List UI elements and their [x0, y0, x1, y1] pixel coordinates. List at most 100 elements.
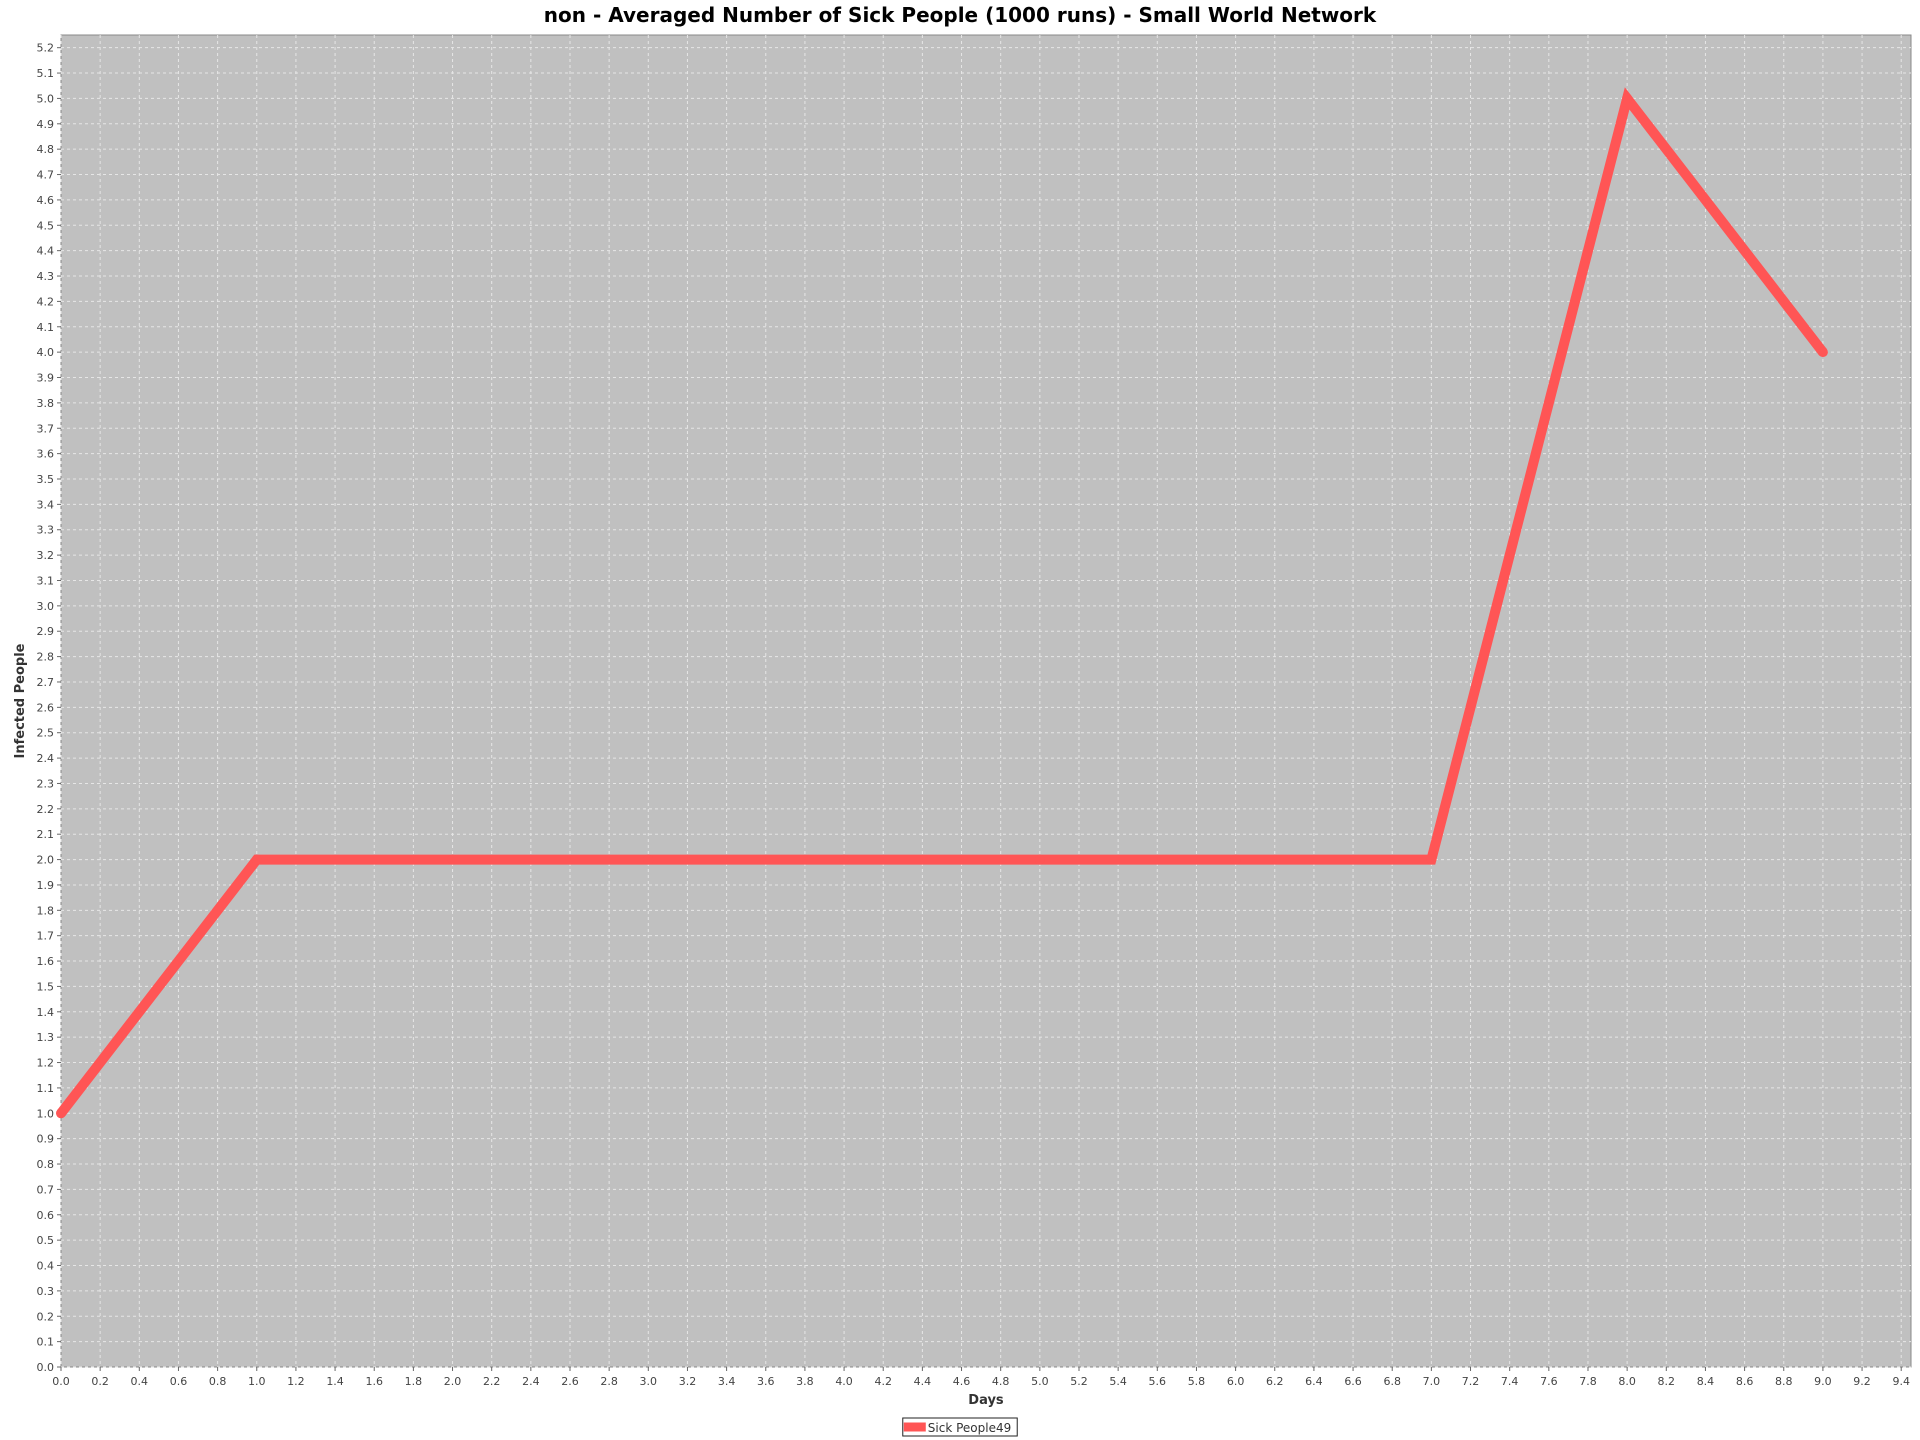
series-layer — [56, 87, 1828, 1119]
y-tick-label: 5.1 — [37, 67, 55, 80]
x-tick-label: 0.6 — [170, 1375, 188, 1388]
x-tick-label: 1.8 — [405, 1375, 423, 1388]
x-axis-label: Days — [968, 1393, 1004, 1408]
x-tick-label: 5.6 — [1149, 1375, 1167, 1388]
y-tick-label: 3.2 — [37, 549, 55, 562]
legend-swatch — [903, 1422, 926, 1432]
x-tick-label: 5.2 — [1070, 1375, 1088, 1388]
data-point — [251, 854, 262, 865]
data-point — [1622, 93, 1633, 104]
x-tick-label: 3.0 — [640, 1375, 658, 1388]
y-tick-label: 3.6 — [37, 448, 55, 461]
x-tick-label: 7.0 — [1423, 1375, 1441, 1388]
x-tick-label: 2.2 — [483, 1375, 501, 1388]
x-tick-label: 7.2 — [1462, 1375, 1480, 1388]
x-tick-label: 3.2 — [679, 1375, 697, 1388]
x-tick-label: 9.4 — [1892, 1375, 1910, 1388]
x-tick-label: 6.6 — [1344, 1375, 1362, 1388]
x-tick-label: 6.4 — [1305, 1375, 1323, 1388]
y-tick-label: 1.5 — [37, 980, 55, 993]
x-tick-label: 3.6 — [757, 1375, 775, 1388]
x-tick-label: 7.4 — [1501, 1375, 1519, 1388]
x-tick-label: 5.8 — [1188, 1375, 1206, 1388]
y-tick-label: 2.0 — [37, 854, 55, 867]
x-tick-label: 1.6 — [365, 1375, 383, 1388]
y-tick-label: 4.5 — [37, 219, 55, 232]
y-tick-label: 2.5 — [37, 727, 55, 740]
x-tick-label: 7.8 — [1579, 1375, 1597, 1388]
data-point — [1034, 854, 1045, 865]
data-point — [56, 1108, 66, 1119]
y-tick-label: 0.7 — [37, 1183, 55, 1196]
x-tick-label: 8.8 — [1775, 1375, 1793, 1388]
y-tick-label: 3.3 — [37, 524, 55, 537]
y-tick-label: 1.6 — [37, 955, 55, 968]
data-point — [643, 854, 654, 865]
x-tick-label: 2.6 — [561, 1375, 579, 1388]
x-tick-label: 0.4 — [131, 1375, 149, 1388]
x-tick-label: 5.0 — [1031, 1375, 1049, 1388]
y-tick-label: 5.2 — [37, 42, 55, 55]
y-tick-label: 1.0 — [37, 1107, 55, 1120]
x-tick-label: 3.4 — [718, 1375, 736, 1388]
x-tick-label: 1.0 — [248, 1375, 266, 1388]
data-point — [447, 854, 458, 865]
x-tick-label: 6.0 — [1227, 1375, 1245, 1388]
series-line-0 — [57, 87, 1827, 1117]
y-tick-label: 3.0 — [37, 600, 55, 613]
y-tick-label: 1.1 — [37, 1082, 55, 1095]
y-axis-label: Infected People — [13, 643, 28, 758]
y-tick-label: 1.9 — [37, 879, 55, 892]
x-tick-label: 7.6 — [1540, 1375, 1558, 1388]
y-tick-label: 2.9 — [37, 625, 55, 638]
y-tick-label: 0.0 — [37, 1361, 55, 1374]
y-tick-label: 3.1 — [37, 574, 55, 587]
x-tick-label: 2.8 — [600, 1375, 618, 1388]
legend: Sick People49 — [902, 1417, 1018, 1437]
y-tick-label: 4.8 — [37, 143, 55, 156]
y-tick-label: 0.2 — [37, 1310, 55, 1323]
y-tick-label: 0.1 — [37, 1336, 55, 1349]
x-tick-label: 8.0 — [1618, 1375, 1636, 1388]
x-tick-label: 0.2 — [91, 1375, 109, 1388]
y-tick-label: 2.6 — [37, 701, 55, 714]
y-tick-label: 5.0 — [37, 92, 55, 105]
x-tick-label: 4.0 — [835, 1375, 853, 1388]
y-tick-label: 4.9 — [37, 118, 55, 131]
x-tick-label: 1.2 — [287, 1375, 305, 1388]
y-tick-label: 1.4 — [37, 1006, 55, 1019]
y-tick-label: 3.8 — [37, 397, 55, 410]
data-point — [1817, 347, 1828, 358]
y-tick-label: 3.7 — [37, 422, 55, 435]
data-point — [1230, 854, 1241, 865]
y-tick-label: 2.4 — [37, 752, 55, 765]
x-tick-label: 1.4 — [326, 1375, 344, 1388]
x-tick-label: 2.4 — [522, 1375, 540, 1388]
x-tick-label: 4.6 — [953, 1375, 971, 1388]
y-tick-label: 2.8 — [37, 651, 55, 664]
grid — [60, 35, 1911, 1368]
x-tick-label: 9.0 — [1814, 1375, 1832, 1388]
y-tick-label: 2.7 — [37, 676, 55, 689]
x-tick-label: 4.2 — [874, 1375, 892, 1388]
y-tick-label: 2.1 — [37, 828, 55, 841]
x-tick-label: 8.2 — [1658, 1375, 1676, 1388]
y-tick-label: 0.5 — [37, 1234, 55, 1247]
y-tick-label: 3.4 — [37, 498, 55, 511]
data-point — [1426, 854, 1437, 865]
y-tick-label: 4.6 — [37, 194, 55, 207]
y-tick-label: 1.3 — [37, 1031, 55, 1044]
x-tick-label: 0.8 — [209, 1375, 227, 1388]
x-tick-label: 8.6 — [1736, 1375, 1754, 1388]
y-tick-label: 3.5 — [37, 473, 55, 486]
x-tick-label: 6.2 — [1266, 1375, 1284, 1388]
x-tick-label: 4.8 — [992, 1375, 1010, 1388]
y-tick-label: 4.3 — [37, 270, 55, 283]
x-tick-label: 5.4 — [1109, 1375, 1127, 1388]
y-tick-label: 1.2 — [37, 1057, 55, 1070]
y-tick-label: 3.9 — [37, 372, 55, 385]
x-tick-label: 9.2 — [1853, 1375, 1871, 1388]
y-tick-label: 4.2 — [37, 295, 55, 308]
y-tick-label: 0.6 — [37, 1209, 55, 1222]
